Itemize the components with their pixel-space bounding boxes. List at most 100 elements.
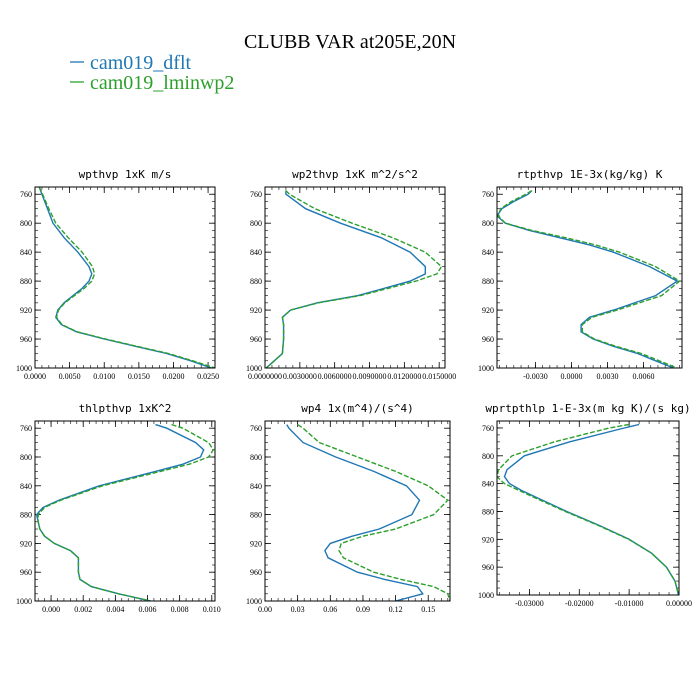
y-tick-label: 960 xyxy=(482,335,494,344)
panel-6: wprtpthlp 1-E-3x(m kg K)/(s kg) -0.03000 -… xyxy=(478,402,692,608)
y-tick-label: 800 xyxy=(250,453,262,462)
y-tick-label: 880 xyxy=(482,277,494,286)
x-tick-label: 0.00 xyxy=(258,605,272,614)
x-tick-label: 0.0000 xyxy=(560,372,582,381)
y-tick-label: 920 xyxy=(482,306,494,315)
x-tick-label: -0.03000 xyxy=(515,599,544,608)
y-tick-label: 880 xyxy=(20,511,32,520)
x-tick-label: 0.0150000 xyxy=(422,372,456,381)
y-tick-label: 800 xyxy=(20,219,32,228)
x-tick-label: -0.0030 xyxy=(523,372,548,381)
series-line-dflt xyxy=(286,424,424,601)
series-line-lminwp2 xyxy=(297,424,450,601)
series-line-lminwp2 xyxy=(497,189,681,368)
panel-title: wp2thvp 1xK m^2/s^2 xyxy=(292,168,418,181)
x-tick-label: 0.004 xyxy=(106,605,124,614)
x-tick-label: 0.006 xyxy=(139,605,157,614)
series-line-dflt xyxy=(265,190,426,368)
x-tick-label: 0.0050 xyxy=(59,372,81,381)
figure-title: CLUBB VAR at205E,20N xyxy=(244,31,456,53)
series-line-lminwp2 xyxy=(497,423,679,595)
panel-title: rtpthvp 1E-3x(kg/kg) K xyxy=(517,168,663,181)
x-tick-label: 0.0000 xyxy=(24,372,46,381)
y-tick-label: 1000 xyxy=(478,364,494,373)
y-tick-label: 1000 xyxy=(246,597,262,606)
y-tick-label: 1000 xyxy=(16,597,32,606)
x-tick-label: 0.00000 xyxy=(666,599,692,608)
y-tick-label: 800 xyxy=(250,219,262,228)
y-tick-label: 960 xyxy=(20,335,32,344)
x-tick-label: 0.0200 xyxy=(162,372,184,381)
y-tick-label: 840 xyxy=(20,248,32,257)
panel-4: thlpthvp 1xK^2 0.000 0.002 0.004 0.006 0.008 0… xyxy=(16,402,221,614)
x-tick-label: 0.0150 xyxy=(128,372,150,381)
y-tick-label: 1000 xyxy=(478,591,494,600)
y-tick-label: 800 xyxy=(20,453,32,462)
y-tick-label: 1000 xyxy=(246,364,262,373)
y-tick-label: 840 xyxy=(250,482,262,491)
series-line-lminwp2 xyxy=(37,423,215,601)
y-tick-label: 840 xyxy=(482,248,494,257)
x-tick-label: 0.09 xyxy=(356,605,370,614)
plot-frame xyxy=(496,186,683,369)
x-tick-label: -0.01000 xyxy=(615,599,644,608)
series-line-dflt xyxy=(38,187,212,368)
y-tick-label: 1000 xyxy=(16,364,32,373)
y-tick-label: 760 xyxy=(20,424,32,433)
y-tick-label: 760 xyxy=(482,424,494,433)
y-tick-label: 960 xyxy=(20,568,32,577)
y-tick-label: 880 xyxy=(250,511,262,520)
x-tick-label: 0.0000000 xyxy=(248,372,282,381)
y-tick-label: 920 xyxy=(20,306,32,315)
y-tick-label: 760 xyxy=(482,190,494,199)
legend-label-lminwp2: cam019_lminwp2 xyxy=(90,72,234,94)
y-tick-label: 960 xyxy=(250,335,262,344)
series-line-dflt xyxy=(35,423,205,601)
panel-title: thlpthvp 1xK^2 xyxy=(79,402,172,415)
plot-frame xyxy=(34,186,216,369)
x-tick-label: -0.02000 xyxy=(565,599,594,608)
x-tick-label: 0.03 xyxy=(291,605,305,614)
series-line-lminwp2 xyxy=(38,187,215,368)
y-tick-label: 920 xyxy=(250,306,262,315)
panels: wpthvp 1xK m/s 0.0000 0.0050 0.0100 0.0150 0.… xyxy=(16,168,692,614)
x-tick-label: 0.010 xyxy=(203,605,221,614)
y-tick-label: 920 xyxy=(20,539,32,548)
plot-frame xyxy=(34,420,216,602)
x-tick-label: 0.002 xyxy=(74,605,92,614)
y-tick-label: 960 xyxy=(250,568,262,577)
x-tick-label: 0.0100 xyxy=(93,372,115,381)
y-tick-label: 880 xyxy=(20,277,32,286)
x-tick-label: 0.0030000 xyxy=(283,372,317,381)
x-tick-label: 0.06 xyxy=(323,605,337,614)
y-tick-label: 800 xyxy=(482,219,494,228)
y-tick-label: 840 xyxy=(20,482,32,491)
x-tick-label: 0.0090000 xyxy=(353,372,387,381)
panel-5: wp4 1x(m^4)/(s^4) 0.00 0.03 0.06 0.09 0.12 0.1… xyxy=(246,402,451,614)
y-tick-label: 840 xyxy=(250,248,262,257)
y-tick-label: 840 xyxy=(482,480,494,489)
x-tick-label: 0.0060000 xyxy=(318,372,352,381)
panel-title: wp4 1x(m^4)/(s^4) xyxy=(301,402,414,415)
y-tick-label: 880 xyxy=(250,277,262,286)
y-tick-label: 960 xyxy=(482,563,494,572)
plot-frame xyxy=(496,420,680,596)
series-line-dflt xyxy=(497,190,679,368)
x-tick-label: 0.0250 xyxy=(197,372,219,381)
panel-1: wpthvp 1xK m/s 0.0000 0.0050 0.0100 0.0150 0.… xyxy=(16,168,219,381)
x-tick-label: 0.008 xyxy=(171,605,189,614)
x-tick-label: 0.0030 xyxy=(597,372,619,381)
panel-title: wpthvp 1xK m/s xyxy=(79,168,172,181)
y-tick-label: 760 xyxy=(20,190,32,199)
y-tick-label: 880 xyxy=(482,507,494,516)
plot-frame xyxy=(264,420,451,602)
legend: cam019_dflt cam019_lminwp2 xyxy=(70,52,234,94)
legend-label-dflt: cam019_dflt xyxy=(90,52,192,74)
panel-2: wp2thvp 1xK m^2/s^20.0000000 0.0030000 0.0… xyxy=(246,168,456,381)
y-tick-label: 800 xyxy=(482,452,494,461)
panel-title: wprtpthlp 1-E-3x(m kg K)/(s kg) xyxy=(485,402,690,415)
panel-3: rtpthvp 1E-3x(kg/kg) K -0.0030 0.0000 0.003… xyxy=(478,168,683,381)
y-tick-label: 920 xyxy=(250,539,262,548)
x-tick-label: 0.0120000 xyxy=(387,372,421,381)
